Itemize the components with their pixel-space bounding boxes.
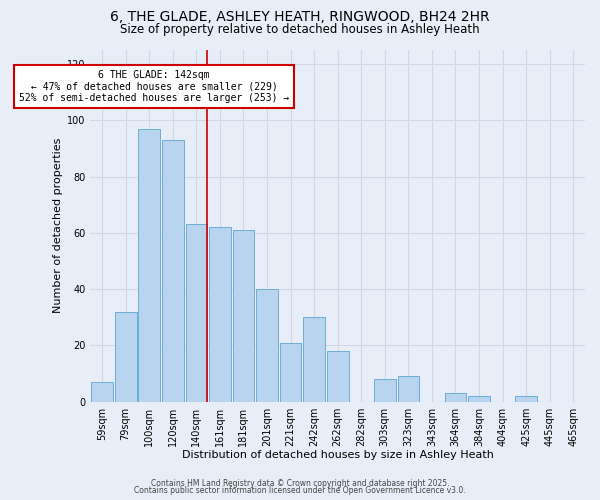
Bar <box>280 342 301 402</box>
Bar <box>162 140 184 402</box>
Bar <box>256 289 278 402</box>
Bar <box>515 396 537 402</box>
Bar <box>233 230 254 402</box>
Text: 6, THE GLADE, ASHLEY HEATH, RINGWOOD, BH24 2HR: 6, THE GLADE, ASHLEY HEATH, RINGWOOD, BH… <box>110 10 490 24</box>
Y-axis label: Number of detached properties: Number of detached properties <box>53 138 63 314</box>
Bar <box>398 376 419 402</box>
Bar <box>209 227 231 402</box>
Text: Contains public sector information licensed under the Open Government Licence v3: Contains public sector information licen… <box>134 486 466 495</box>
Bar <box>139 129 160 402</box>
Bar <box>445 393 466 402</box>
X-axis label: Distribution of detached houses by size in Ashley Heath: Distribution of detached houses by size … <box>182 450 494 460</box>
Bar <box>303 317 325 402</box>
Text: Contains HM Land Registry data © Crown copyright and database right 2025.: Contains HM Land Registry data © Crown c… <box>151 478 449 488</box>
Bar <box>185 224 207 402</box>
Bar <box>115 312 137 402</box>
Bar <box>374 379 395 402</box>
Bar <box>91 382 113 402</box>
Bar <box>468 396 490 402</box>
Bar <box>327 351 349 402</box>
Text: Size of property relative to detached houses in Ashley Heath: Size of property relative to detached ho… <box>120 22 480 36</box>
Text: 6 THE GLADE: 142sqm
← 47% of detached houses are smaller (229)
52% of semi-detac: 6 THE GLADE: 142sqm ← 47% of detached ho… <box>19 70 289 103</box>
